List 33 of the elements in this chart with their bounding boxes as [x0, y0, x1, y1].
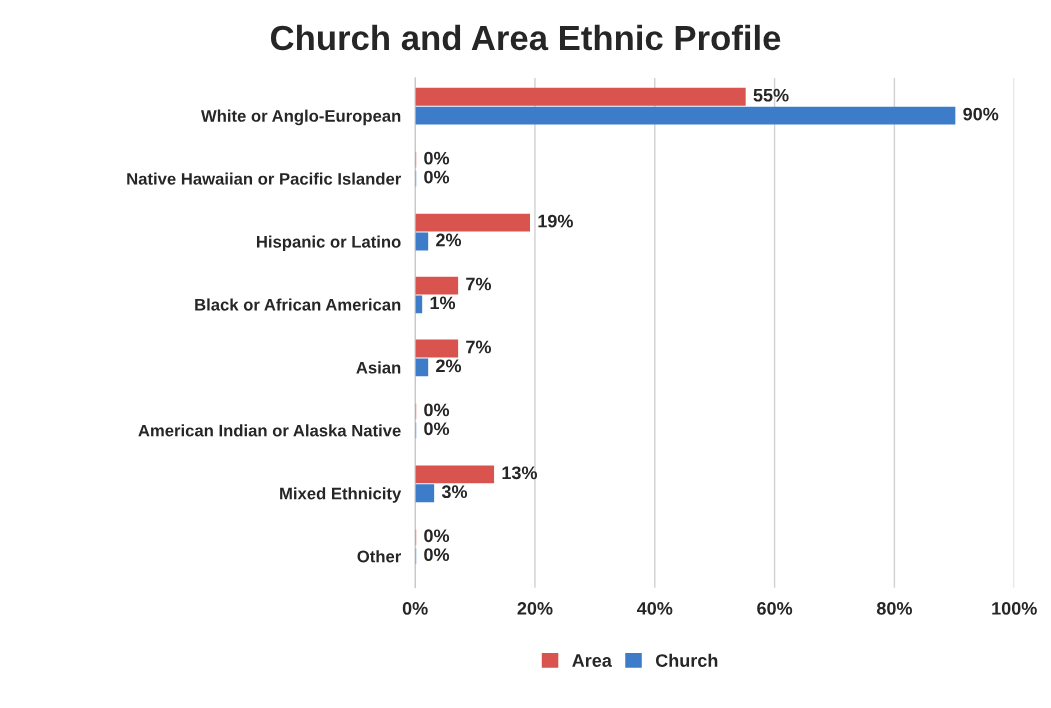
data-label: 0%	[424, 403, 450, 417]
y-tick-label: Other	[357, 550, 402, 563]
data-label: 7%	[466, 277, 492, 291]
data-label: 13%	[502, 466, 538, 480]
y-tick-label: White or Anglo-European	[201, 109, 401, 126]
legend-label: Area	[572, 654, 612, 667]
x-tick-label: 0%	[402, 602, 428, 615]
x-tick-label: 40%	[636, 602, 673, 615]
y-tick-label: Asian	[356, 361, 401, 374]
y-tick-label: Native Hawaiian or Pacific Islander	[127, 172, 402, 185]
data-label: 55%	[753, 88, 789, 102]
data-label: 0%	[424, 170, 450, 184]
data-label: 1%	[430, 296, 456, 310]
data-label: 2%	[436, 233, 462, 247]
y-tick-label: Black or African American	[195, 298, 401, 311]
data-label: 19%	[538, 214, 573, 228]
data-label: 2%	[436, 359, 462, 373]
data-label: 3%	[441, 485, 468, 499]
data-label: 0%	[424, 422, 450, 436]
x-tick-label: 80%	[876, 602, 912, 615]
chart-title: Church and Area Ethnic Profile	[270, 24, 781, 51]
y-tick-label: American Indian or Alaska Native	[138, 424, 401, 437]
data-label: 0%	[424, 151, 450, 165]
y-tick-label: Mixed Ethnicity	[280, 487, 402, 503]
x-tick-label: 60%	[757, 602, 793, 615]
data-label: 7%	[466, 340, 492, 354]
y-tick-label: Hispanic or Latino	[257, 235, 401, 251]
x-tick-label: 20%	[517, 602, 553, 615]
data-label: 0%	[424, 529, 450, 543]
legend-label: Church	[655, 653, 718, 667]
data-label: 90%	[963, 107, 999, 121]
x-tick-label: 100%	[992, 602, 1037, 615]
data-label: 0%	[424, 548, 450, 562]
